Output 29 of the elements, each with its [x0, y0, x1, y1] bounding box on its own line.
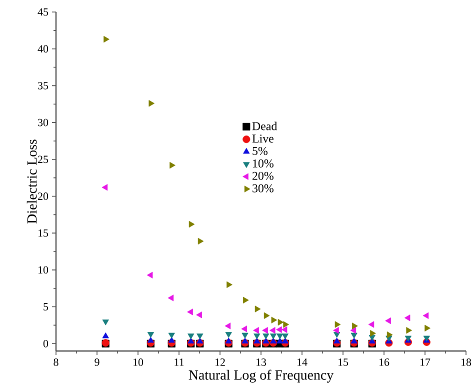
- legend-label: Dead: [252, 122, 278, 130]
- x-tick-label: 16: [380, 358, 390, 366]
- legend-label: 5%: [252, 146, 268, 156]
- x-tick-label: 13: [256, 358, 266, 366]
- legend-label: 10%: [253, 159, 274, 168]
- y-tick-label: 45: [38, 8, 48, 16]
- x-tick-label: 17: [420, 358, 430, 366]
- y-axis-title: Dielectric Loss: [26, 140, 37, 224]
- x-tick-label: 10: [133, 358, 144, 366]
- legend-label: 20%: [252, 172, 274, 180]
- y-tick-label: 20: [38, 192, 48, 200]
- y-tick-label: 10: [38, 266, 48, 274]
- y-tick-label: 35: [38, 82, 48, 90]
- y-tick-label: 40: [38, 45, 48, 53]
- x-tick-label: 11: [174, 358, 184, 366]
- legend-label: Live: [252, 134, 274, 143]
- x-tick-label: 14: [297, 358, 308, 366]
- x-axis-title: Natural Log of Frequency: [188, 370, 334, 383]
- x-tick-label: 8: [54, 358, 58, 366]
- x-tick-label: 18: [462, 358, 472, 366]
- x-tick-label: 12: [215, 358, 225, 366]
- x-tick-label: 9: [94, 358, 100, 366]
- legend-label: 30%: [252, 184, 274, 192]
- y-tick-label: 30: [38, 118, 48, 126]
- y-tick-label: 15: [38, 229, 48, 237]
- y-tick-label: 0: [43, 340, 48, 348]
- y-tick-label: 5: [44, 303, 48, 310]
- x-tick-label: 15: [338, 358, 348, 366]
- y-tick-label: 25: [38, 156, 48, 164]
